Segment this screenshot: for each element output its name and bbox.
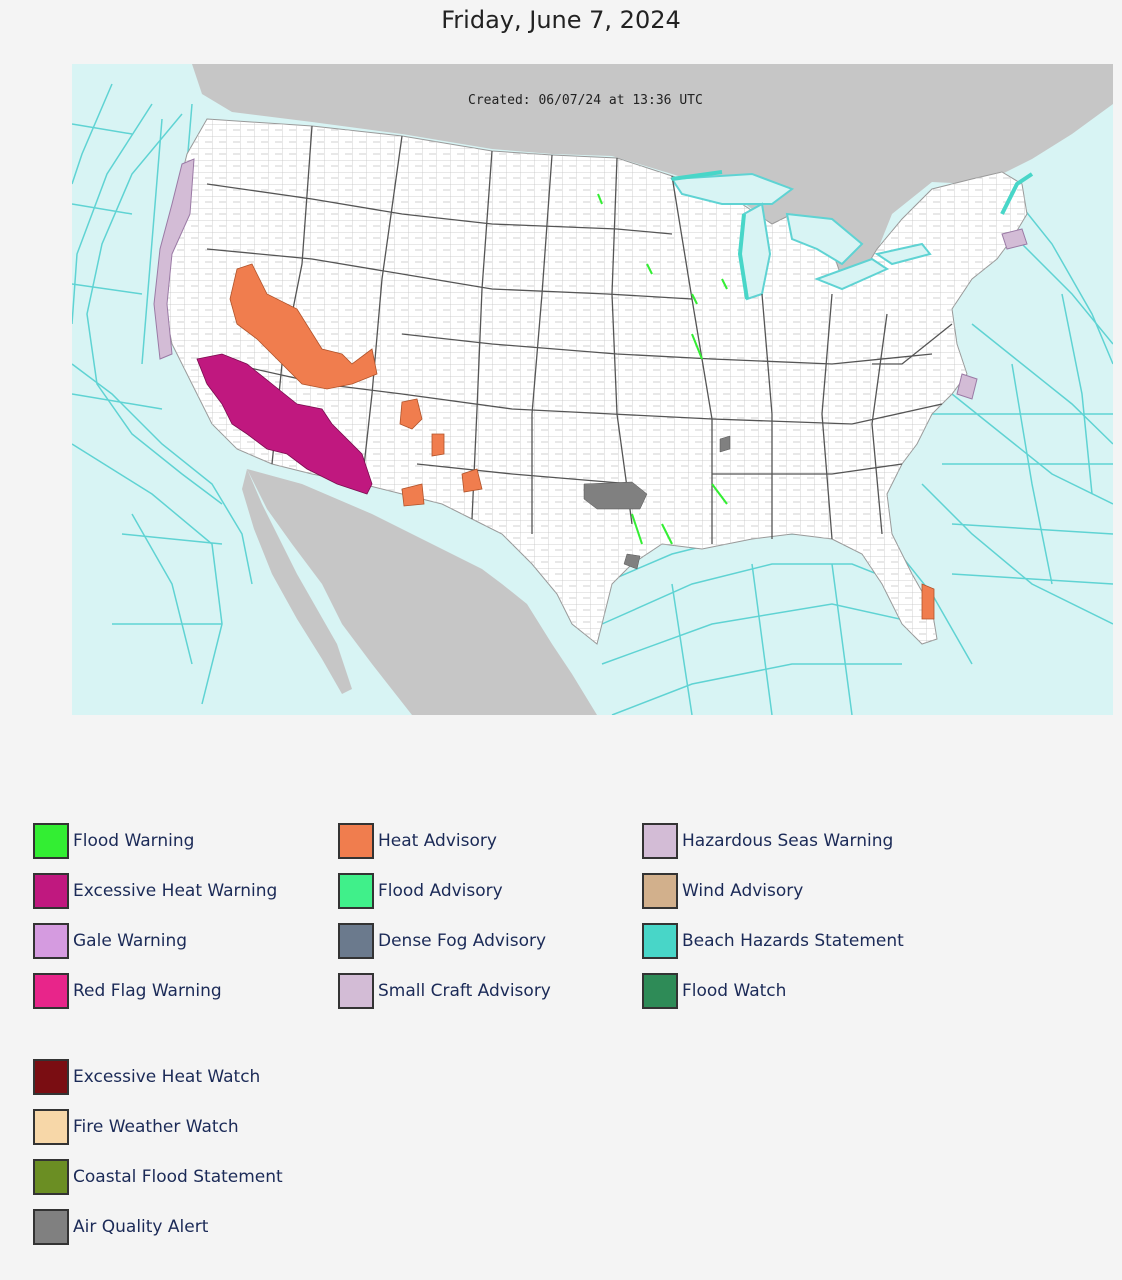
legend-item-excessive-heat-watch: Excessive Heat Watch (33, 1058, 260, 1096)
legend-swatch (642, 823, 678, 859)
page-title: Friday, June 7, 2024 (441, 6, 681, 34)
heat-advisory-areas (229, 263, 935, 620)
legend-item-wind-advisory: Wind Advisory (642, 872, 803, 910)
legend-label: Small Craft Advisory (378, 981, 551, 1001)
west-coast-hazard-band (153, 158, 195, 360)
legend-swatch (338, 873, 374, 909)
legend-item-flood-advisory: Flood Advisory (338, 872, 503, 910)
legend-item-beach-hazards-statement: Beach Hazards Statement (642, 922, 904, 960)
marine-zones-west (72, 83, 253, 705)
legend-item-flood-watch: Flood Watch (642, 972, 786, 1010)
canada-landmass (192, 64, 1113, 274)
legend-label: Red Flag Warning (73, 981, 222, 1001)
legend-label: Hazardous Seas Warning (682, 831, 894, 851)
legend-item-air-quality-alert: Air Quality Alert (33, 1208, 208, 1246)
legend-label: Heat Advisory (378, 831, 497, 851)
legend-item-excessive-heat-warning: Excessive Heat Warning (33, 872, 277, 910)
legend-item-heat-advisory: Heat Advisory (338, 822, 497, 860)
legend-item-fire-weather-watch: Fire Weather Watch (33, 1108, 239, 1146)
legend-label: Flood Advisory (378, 881, 503, 901)
legend-item-gale-warning: Gale Warning (33, 922, 187, 960)
legend-swatch (33, 1209, 69, 1245)
legend-item-small-craft-advisory: Small Craft Advisory (338, 972, 551, 1010)
state-borders (206, 125, 953, 544)
legend-label: Coastal Flood Statement (73, 1167, 283, 1187)
legend-swatch (642, 973, 678, 1009)
legend-swatch (33, 873, 69, 909)
legend-item-hazardous-seas-warning: Hazardous Seas Warning (642, 822, 893, 860)
legend-label: Excessive Heat Watch (73, 1067, 261, 1087)
legend-label: Excessive Heat Warning (73, 881, 278, 901)
legend-label: Flood Watch (682, 981, 787, 1001)
dense-fog-advisory-area (583, 435, 731, 570)
legend-item-dense-fog-advisory: Dense Fog Advisory (338, 922, 546, 960)
created-timestamp: Created: 06/07/24 at 13:36 UTC (468, 93, 703, 108)
county-grid (162, 119, 1027, 644)
legend-swatch (33, 1059, 69, 1095)
excessive-heat-warning-area (196, 353, 373, 495)
legend-label: Fire Weather Watch (73, 1117, 239, 1137)
legend-item-red-flag-warning: Red Flag Warning (33, 972, 222, 1010)
legend-swatch (33, 1159, 69, 1195)
legend-swatch (33, 923, 69, 959)
flood-advisory-areas (597, 193, 728, 545)
legend-swatch (33, 1109, 69, 1145)
legend-item-coastal-flood-statement: Coastal Flood Statement (33, 1158, 283, 1196)
mexico-landmass (247, 469, 597, 715)
legend-label: Beach Hazards Statement (682, 931, 904, 951)
legend-label: Gale Warning (73, 931, 188, 951)
legend-item-flood-warning: Flood Warning (33, 822, 194, 860)
east-coast-hazard-band (956, 228, 1028, 400)
baja-peninsula (242, 469, 352, 694)
map-svg: Created: 06/07/24 at 13:36 UTC (72, 64, 1113, 715)
legend-label: Wind Advisory (682, 881, 804, 901)
legend-label: Air Quality Alert (73, 1217, 209, 1237)
legend-label: Dense Fog Advisory (378, 931, 547, 951)
legend-swatch (338, 923, 374, 959)
weather-alert-map: Created: 06/07/24 at 13:36 UTC (72, 64, 1113, 715)
legend-swatch (33, 823, 69, 859)
beach-hazards-areas (671, 170, 1034, 300)
legend-swatch (642, 923, 678, 959)
legend-swatch (33, 973, 69, 1009)
legend-swatch (338, 973, 374, 1009)
legend-label: Flood Warning (73, 831, 195, 851)
legend-swatch (642, 873, 678, 909)
legend-swatch (338, 823, 374, 859)
